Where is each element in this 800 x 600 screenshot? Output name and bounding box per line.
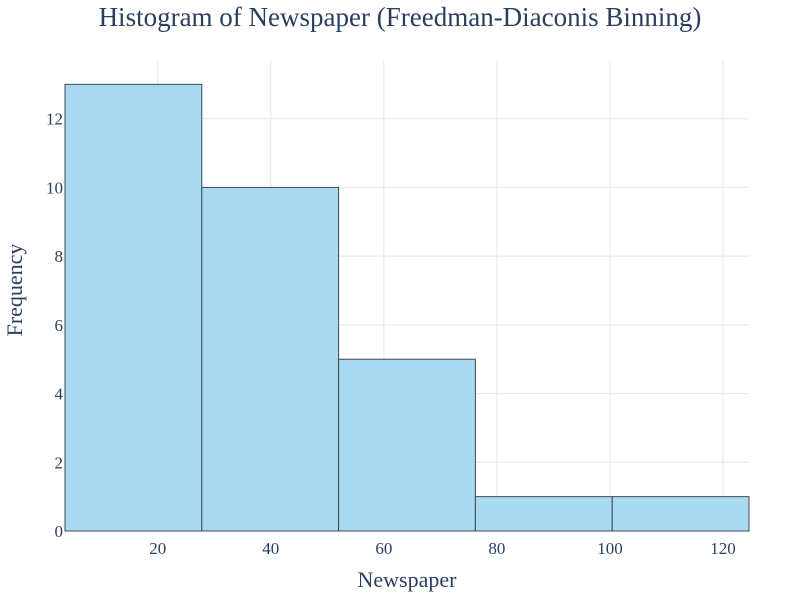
y-tick-label-3: 6	[55, 316, 64, 335]
x-tick-label-1: 40	[262, 539, 279, 558]
x-tick-label-3: 80	[488, 539, 505, 558]
histogram-bar-3	[474, 496, 613, 532]
x-tick-label-2: 60	[375, 539, 392, 558]
histogram-bar-2	[338, 358, 476, 532]
histogram-bar-1	[201, 186, 340, 532]
histogram-bar-0	[64, 83, 203, 532]
x-axis-title: Newspaper	[358, 567, 458, 592]
y-tick-label-6: 12	[46, 110, 63, 129]
y-tick-labels: 0 2 4 6 8 10 12	[46, 110, 64, 541]
y-tick-label-1: 2	[55, 453, 64, 472]
y-tick-label-0: 0	[55, 522, 64, 541]
x-tick-labels: 20 40 60 80 100 120	[149, 539, 736, 558]
y-tick-label-2: 4	[55, 385, 64, 404]
x-tick-label-5: 120	[710, 539, 736, 558]
y-tick-label-4: 8	[55, 247, 64, 266]
chart-title: Histogram of Newspaper (Freedman-Diaconi…	[99, 2, 702, 32]
x-tick-label-0: 20	[149, 539, 166, 558]
histogram-bar-4	[611, 496, 750, 532]
y-axis-title: Frequency	[2, 244, 27, 337]
histogram-bars	[64, 83, 750, 532]
y-tick-label-5: 10	[46, 178, 63, 197]
x-tick-label-4: 100	[597, 539, 623, 558]
